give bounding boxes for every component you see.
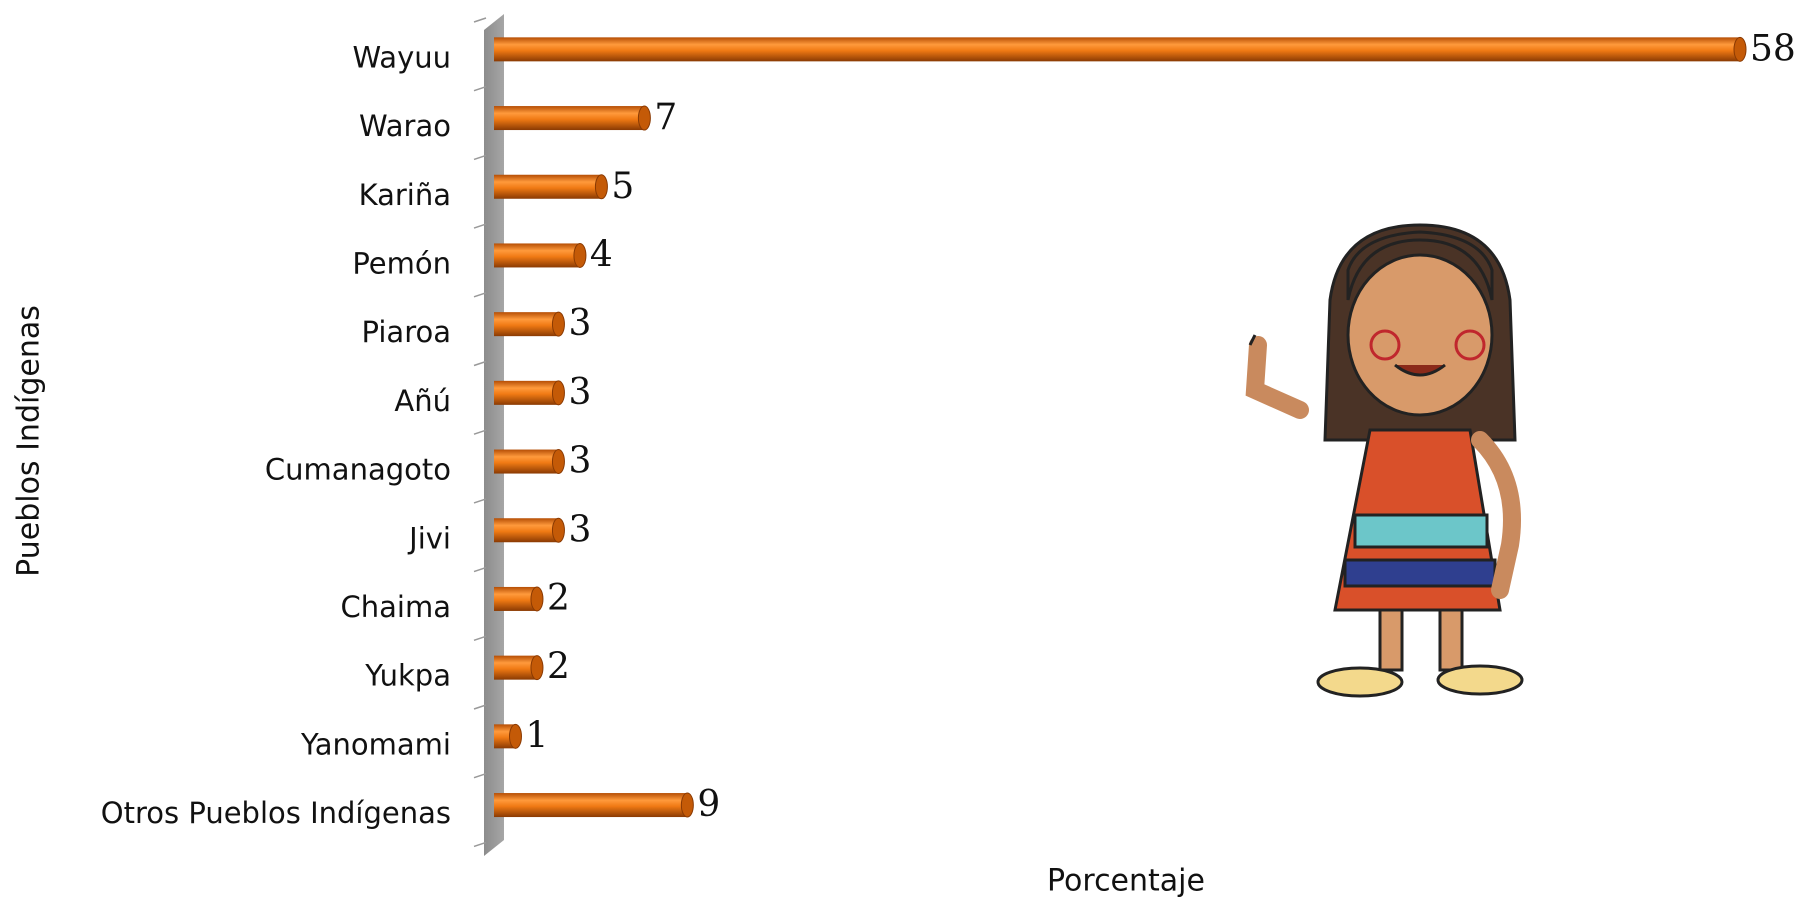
y-tick-label: Añú: [394, 384, 451, 418]
chart: Porcentaje Pueblos Indígenas Wayuu 58 Wara…: [0, 0, 1797, 901]
y-tick-label: Piaroa: [362, 315, 451, 349]
bar-cap: [552, 518, 564, 542]
bar: [494, 106, 644, 130]
bar: [494, 243, 580, 267]
y-tick-label: Yanomami: [300, 727, 451, 761]
illustration: [1250, 225, 1522, 696]
bar-cap: [574, 243, 586, 267]
value-label: 3: [568, 372, 591, 413]
y-tick-label: Otros Pueblos Indígenas: [101, 796, 451, 830]
value-label: 5: [611, 166, 634, 207]
bar-cap: [552, 381, 564, 405]
bar-cap: [531, 656, 543, 680]
y-tick-label: Yukpa: [364, 659, 451, 693]
x-axis-label: Porcentaje: [1047, 864, 1205, 899]
bar: [494, 381, 558, 405]
value-label: 3: [568, 441, 591, 482]
bar-cap: [1734, 37, 1746, 61]
bar-cap: [552, 450, 564, 474]
value-label: 58: [1750, 28, 1796, 69]
y-tick-label: Chaima: [341, 590, 451, 624]
y-tick-label: Kariña: [359, 178, 451, 212]
y-tick-label: Jivi: [407, 521, 451, 555]
value-label: 7: [654, 97, 677, 138]
y-tick-label: Wayuu: [352, 40, 451, 74]
bar: [494, 175, 601, 199]
bar: [494, 312, 558, 336]
bar: [494, 518, 558, 542]
bar-cap: [681, 793, 693, 817]
bar-cap: [595, 175, 607, 199]
bar-cap: [552, 312, 564, 336]
y-tick-label: Warao: [359, 109, 451, 143]
bar: [494, 793, 687, 817]
value-label: 3: [568, 303, 591, 344]
value-label: 9: [697, 784, 720, 825]
y-axis-label: Pueblos Indígenas: [12, 305, 47, 577]
bar-cap: [638, 106, 650, 130]
value-label: 4: [590, 234, 613, 275]
value-label: 2: [547, 647, 570, 688]
bar: [494, 37, 1740, 61]
y-tick-label: Cumanagoto: [265, 453, 451, 487]
category-tick: [474, 18, 486, 22]
value-label: 3: [568, 509, 591, 550]
bar-cap: [531, 587, 543, 611]
y-tick-label: Pemón: [352, 246, 451, 280]
bar: [494, 450, 558, 474]
value-label: 2: [547, 578, 570, 619]
bar-cap: [509, 724, 521, 748]
value-label: 1: [525, 715, 548, 756]
